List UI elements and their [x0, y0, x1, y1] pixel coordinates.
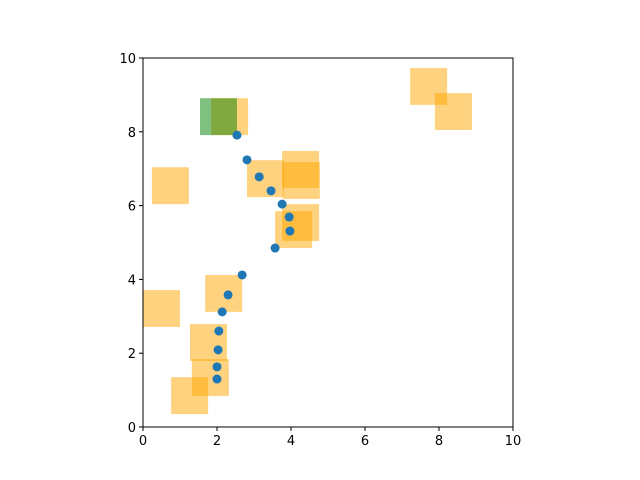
- y-tick-label: 0: [128, 421, 136, 436]
- point: [285, 226, 295, 236]
- point: [212, 362, 222, 372]
- point: [214, 326, 224, 336]
- point: [237, 270, 247, 280]
- point: [254, 172, 264, 182]
- point: [277, 199, 287, 209]
- point: [212, 374, 222, 384]
- point: [232, 130, 242, 140]
- point: [266, 186, 276, 196]
- x-tick-label: 8: [435, 434, 443, 449]
- y-tick-label: 8: [128, 126, 136, 141]
- y-tick-label: 6: [128, 200, 136, 215]
- x-tick-label: 6: [361, 434, 369, 449]
- y-tick-label: 4: [128, 273, 136, 288]
- rectangle: [171, 377, 209, 415]
- point: [217, 307, 227, 317]
- rectangle: [246, 160, 284, 198]
- x-tick-label: 10: [505, 434, 522, 449]
- rectangle: [282, 204, 320, 242]
- point: [242, 155, 252, 165]
- rectangle: [143, 290, 180, 328]
- point: [284, 212, 294, 222]
- x-tick-label: 4: [287, 434, 295, 449]
- rectangle: [205, 274, 243, 312]
- x-tick-label: 2: [213, 434, 221, 449]
- point: [270, 243, 280, 253]
- point: [213, 345, 223, 355]
- rectangle: [282, 162, 320, 199]
- y-tick-label: 2: [128, 347, 136, 362]
- x-tick-label: 0: [139, 434, 147, 449]
- rectangle: [199, 98, 237, 136]
- point: [223, 290, 233, 300]
- axes-frame: [142, 57, 514, 428]
- y-tick-label: 10: [119, 52, 136, 67]
- rectangle: [434, 93, 472, 130]
- rectangle: [151, 167, 189, 205]
